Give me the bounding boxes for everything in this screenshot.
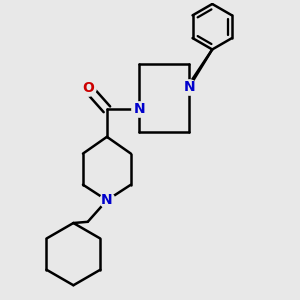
Text: N: N	[134, 102, 145, 116]
Text: N: N	[101, 193, 113, 207]
Text: O: O	[82, 81, 94, 95]
Text: N: N	[184, 80, 195, 94]
